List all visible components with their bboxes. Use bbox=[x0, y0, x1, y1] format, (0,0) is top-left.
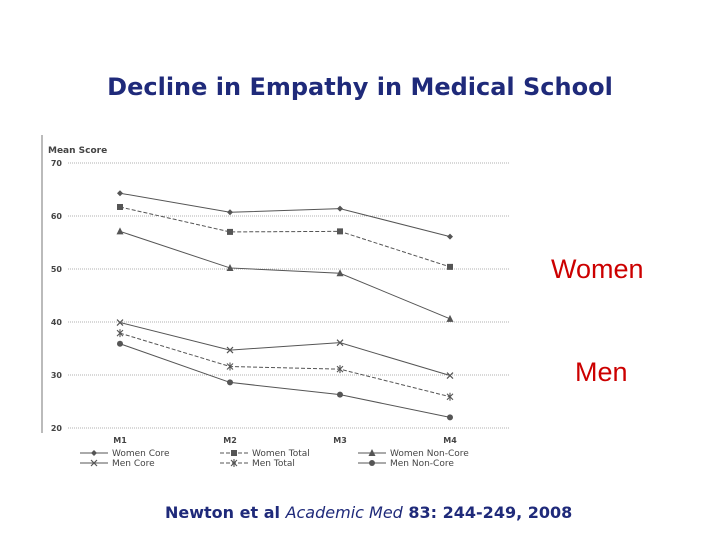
x-tick-label-m1: M1 bbox=[113, 436, 127, 445]
series-line-men-total bbox=[119, 332, 451, 398]
legend-label-women-core: Women Core bbox=[112, 449, 170, 459]
series-line-women-total bbox=[119, 206, 451, 268]
point-women-core-m2 bbox=[227, 209, 233, 216]
y-tick-label-50: 50 bbox=[51, 265, 63, 274]
point-men-total-m1 bbox=[116, 329, 124, 338]
y-tick-label-70: 70 bbox=[51, 159, 63, 168]
x-tick-label-m4: M4 bbox=[443, 436, 457, 445]
series-line-women-core bbox=[119, 192, 451, 238]
legend-marker-women-core bbox=[91, 450, 97, 456]
point-men-total-m2 bbox=[226, 362, 234, 371]
citation-authors: Newton et al bbox=[165, 503, 280, 522]
point-women-core-m3 bbox=[337, 205, 343, 212]
point-men-core-m2 bbox=[226, 346, 234, 354]
empathy-line-chart: Mean Score 20 30 40 50 60 70 M1 M2 M3 M4 Women Co… bbox=[40, 133, 520, 473]
men-group-label: Men bbox=[575, 357, 628, 387]
point-women-non-core-m3 bbox=[336, 269, 344, 277]
point-men-non-core-m4 bbox=[447, 414, 453, 421]
citation: Newton et al Academic Med 83: 244-249, 2… bbox=[165, 503, 572, 522]
point-men-core-m3 bbox=[336, 339, 344, 347]
point-men-non-core-m1 bbox=[117, 340, 123, 347]
series-line-women-non-core bbox=[119, 230, 451, 320]
series-line-men-core bbox=[119, 322, 451, 377]
citation-reference: 83: 244-249, 2008 bbox=[408, 503, 573, 522]
y-tick-label-20: 20 bbox=[51, 424, 63, 433]
legend-label-men-core: Men Core bbox=[112, 459, 155, 469]
point-women-total-m2 bbox=[227, 228, 233, 235]
legend-label-men-non-core: Men Non-Core bbox=[390, 459, 454, 469]
citation-journal: Academic Med bbox=[285, 503, 403, 522]
point-women-non-core-m2 bbox=[226, 263, 234, 271]
point-women-non-core-m1 bbox=[116, 227, 124, 235]
x-tick-label-m2: M2 bbox=[223, 436, 237, 445]
legend-marker-women-total bbox=[231, 450, 237, 456]
slide-title: Decline in Empathy in Medical School bbox=[107, 73, 613, 101]
chart-svg: Mean Score 20 30 40 50 60 70 M1 M2 M3 M4 Women Co… bbox=[40, 133, 520, 473]
point-men-total-m3 bbox=[336, 365, 344, 374]
legend-label-women-total: Women Total bbox=[252, 449, 310, 459]
point-women-core-m4 bbox=[447, 233, 453, 240]
y-tick-label-40: 40 bbox=[51, 318, 63, 327]
point-men-non-core-m2 bbox=[227, 379, 233, 386]
y-axis-label: Mean Score bbox=[48, 146, 107, 156]
y-tick-label-30: 30 bbox=[51, 371, 63, 380]
legend-marker-men-core bbox=[90, 459, 98, 467]
y-tick-label-60: 60 bbox=[51, 212, 63, 221]
series-line-men-non-core bbox=[119, 343, 451, 418]
women-group-label: Women bbox=[551, 254, 644, 284]
chart-background bbox=[40, 133, 520, 473]
legend-marker-men-total bbox=[230, 459, 238, 467]
point-men-core-m1 bbox=[116, 319, 124, 326]
legend-label-women-non-core: Women Non-Core bbox=[390, 449, 469, 459]
legend-marker-women-non-core bbox=[368, 449, 376, 456]
point-men-total-m4 bbox=[446, 392, 454, 401]
point-women-total-m1 bbox=[117, 203, 123, 210]
x-tick-label-m3: M3 bbox=[333, 436, 347, 445]
legend-marker-men-non-core bbox=[369, 460, 375, 466]
point-women-core-m1 bbox=[117, 190, 123, 197]
point-women-total-m4 bbox=[447, 263, 453, 270]
point-men-non-core-m3 bbox=[337, 391, 343, 398]
point-men-core-m4 bbox=[446, 372, 454, 379]
point-women-total-m3 bbox=[337, 228, 343, 235]
point-women-non-core-m4 bbox=[446, 314, 454, 322]
legend-label-men-total: Men Total bbox=[252, 459, 295, 469]
